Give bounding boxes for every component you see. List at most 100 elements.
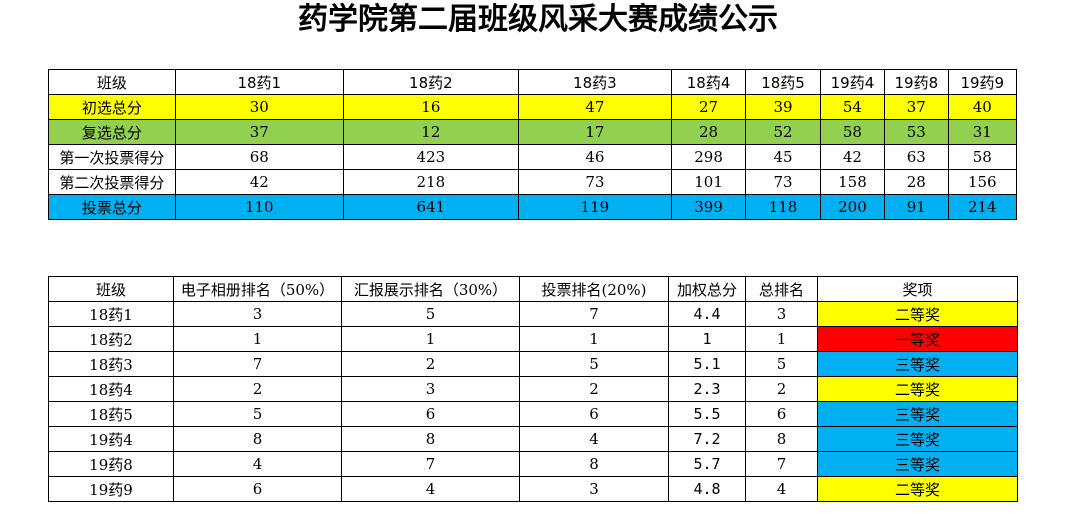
ranking-cell-rank: 2	[745, 376, 818, 402]
ranking-cell-report: 1	[341, 326, 520, 352]
class-header: 18药5	[745, 69, 821, 95]
ranking-cell-award: 三等奖	[817, 426, 1018, 452]
score-cell: 42	[174, 169, 344, 195]
score-cell: 30	[174, 94, 344, 120]
ranking-row: 18药3 7 2 5 5.1 5 三等奖	[48, 351, 1018, 377]
score-cell: 47	[517, 94, 672, 120]
score-cell: 39	[745, 94, 821, 120]
ranking-row: 19药9 6 4 3 4.8 4 二等奖	[48, 476, 1018, 502]
ranking-cell-award: 二等奖	[817, 376, 1018, 402]
score-cell: 641	[342, 194, 519, 220]
ranking-cell-report: 3	[341, 376, 520, 402]
ranking-header-row: 班级 电子相册排名（50%） 汇报展示排名（30%） 投票排名(20%) 加权总分 总排名…	[48, 276, 1018, 302]
ranking-cell-award: 二等奖	[817, 476, 1018, 502]
ranking-cell-vote: 7	[519, 301, 669, 327]
ranking-cell-vote: 6	[519, 401, 669, 427]
ranking-cell-rank: 7	[745, 451, 818, 477]
page-title: 药学院第二届班级风采大赛成绩公示	[298, 2, 778, 37]
ranking-header-cell: 汇报展示排名（30%）	[341, 276, 520, 302]
ranking-cell-weighted: 5.5	[668, 401, 746, 427]
score-row: 第一次投票得分 68 423 46 298 45 42 63 58	[48, 144, 1018, 170]
ranking-cell-vote: 5	[519, 351, 669, 377]
ranking-cell-rank: 5	[745, 351, 818, 377]
score-cell: 399	[670, 194, 747, 220]
ranking-cell-album: 2	[173, 376, 342, 402]
score-row-label: 第二次投票得分	[48, 169, 176, 195]
score-row: 投票总分 110 641 119 399 118 200 91 214	[48, 194, 1018, 220]
header-class-label: 班级	[48, 69, 176, 95]
ranking-cell-rank: 8	[745, 426, 818, 452]
score-cell: 37	[884, 94, 949, 120]
class-header: 18药4	[670, 69, 747, 95]
score-cell: 16	[342, 94, 519, 120]
ranking-cell-album: 4	[173, 451, 342, 477]
score-cell: 12	[342, 119, 519, 145]
score-cell: 73	[745, 169, 821, 195]
score-cell: 156	[947, 169, 1018, 195]
ranking-cell-album: 6	[173, 476, 342, 502]
score-cell: 218	[342, 169, 519, 195]
score-row-label: 复选总分	[48, 119, 176, 145]
ranking-cell-weighted: 1	[668, 326, 746, 352]
score-row: 初选总分 30 16 47 27 39 54 37 40	[48, 94, 1018, 120]
ranking-row: 19药8 4 7 8 5.7 7 三等奖	[48, 451, 1018, 477]
score-cell: 37	[174, 119, 344, 145]
score-cell: 31	[947, 119, 1018, 145]
ranking-cell-album: 7	[173, 351, 342, 377]
ranking-cell-class: 18药3	[48, 351, 174, 377]
score-cell: 17	[517, 119, 672, 145]
score-cell: 298	[670, 144, 747, 170]
ranking-cell-report: 4	[341, 476, 520, 502]
ranking-header-cell: 电子相册排名（50%）	[173, 276, 342, 302]
score-cell: 28	[670, 119, 747, 145]
score-cell: 42	[819, 144, 886, 170]
ranking-cell-class: 18药1	[48, 301, 174, 327]
score-cell: 63	[884, 144, 949, 170]
class-header: 18药3	[517, 69, 672, 95]
score-cell: 91	[884, 194, 949, 220]
score-row-label: 初选总分	[48, 94, 176, 120]
ranking-header-cell: 加权总分	[668, 276, 746, 302]
score-cell: 45	[745, 144, 821, 170]
ranking-cell-report: 2	[341, 351, 520, 377]
ranking-cell-rank: 3	[745, 301, 818, 327]
ranking-header-cell: 班级	[48, 276, 174, 302]
ranking-cell-album: 3	[173, 301, 342, 327]
ranking-cell-award: 二等奖	[817, 301, 1018, 327]
score-cell: 73	[517, 169, 672, 195]
score-cell: 27	[670, 94, 747, 120]
ranking-row: 18药5 5 6 6 5.5 6 三等奖	[48, 401, 1018, 427]
ranking-cell-vote: 8	[519, 451, 669, 477]
ranking-cell-vote: 4	[519, 426, 669, 452]
ranking-cell-album: 1	[173, 326, 342, 352]
ranking-cell-class: 19药9	[48, 476, 174, 502]
score-cell: 58	[947, 144, 1018, 170]
ranking-cell-class: 18药2	[48, 326, 174, 352]
ranking-cell-vote: 3	[519, 476, 669, 502]
score-row-label: 第一次投票得分	[48, 144, 176, 170]
ranking-cell-rank: 1	[745, 326, 818, 352]
score-cell: 28	[884, 169, 949, 195]
class-header: 19药8	[884, 69, 949, 95]
ranking-cell-class: 18药4	[48, 376, 174, 402]
score-cell: 52	[745, 119, 821, 145]
ranking-cell-rank: 6	[745, 401, 818, 427]
ranking-cell-album: 8	[173, 426, 342, 452]
ranking-cell-weighted: 5.7	[668, 451, 746, 477]
ranking-cell-weighted: 5.1	[668, 351, 746, 377]
score-cell: 58	[819, 119, 886, 145]
ranking-cell-class: 19药4	[48, 426, 174, 452]
score-row: 第二次投票得分 42 218 73 101 73 158 28 156	[48, 169, 1018, 195]
ranking-cell-report: 6	[341, 401, 520, 427]
score-cell: 101	[670, 169, 747, 195]
ranking-row: 19药4 8 8 4 7.2 8 三等奖	[48, 426, 1018, 452]
score-cell: 214	[947, 194, 1018, 220]
score-table: 班级 18药1 18药2 18药3 18药4 18药5 19药4 19药8 19药9 初选总分 30…	[48, 69, 1018, 220]
ranking-cell-album: 5	[173, 401, 342, 427]
ranking-cell-report: 8	[341, 426, 520, 452]
score-cell: 118	[745, 194, 821, 220]
score-cell: 110	[174, 194, 344, 220]
ranking-cell-weighted: 4.8	[668, 476, 746, 502]
ranking-cell-award: 三等奖	[817, 351, 1018, 377]
ranking-header-cell: 奖项	[817, 276, 1018, 302]
